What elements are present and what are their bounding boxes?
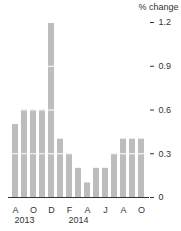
svg-text:A: A (120, 205, 126, 215)
svg-text:0.6: 0.6 (159, 105, 172, 115)
svg-text:O: O (138, 205, 145, 215)
svg-text:A: A (12, 205, 18, 215)
svg-text:J: J (103, 205, 108, 215)
svg-text:1.2: 1.2 (159, 17, 172, 27)
svg-text:0: 0 (159, 192, 164, 202)
svg-text:% change: % change (138, 2, 178, 12)
svg-text:O: O (30, 205, 37, 215)
svg-text:2014: 2014 (68, 215, 88, 225)
svg-text:0.3: 0.3 (159, 149, 172, 159)
svg-text:2013: 2013 (14, 215, 34, 225)
svg-text:F: F (67, 205, 73, 215)
svg-text:0.9: 0.9 (159, 61, 172, 71)
svg-text:A: A (84, 205, 90, 215)
svg-text:D: D (48, 205, 55, 215)
